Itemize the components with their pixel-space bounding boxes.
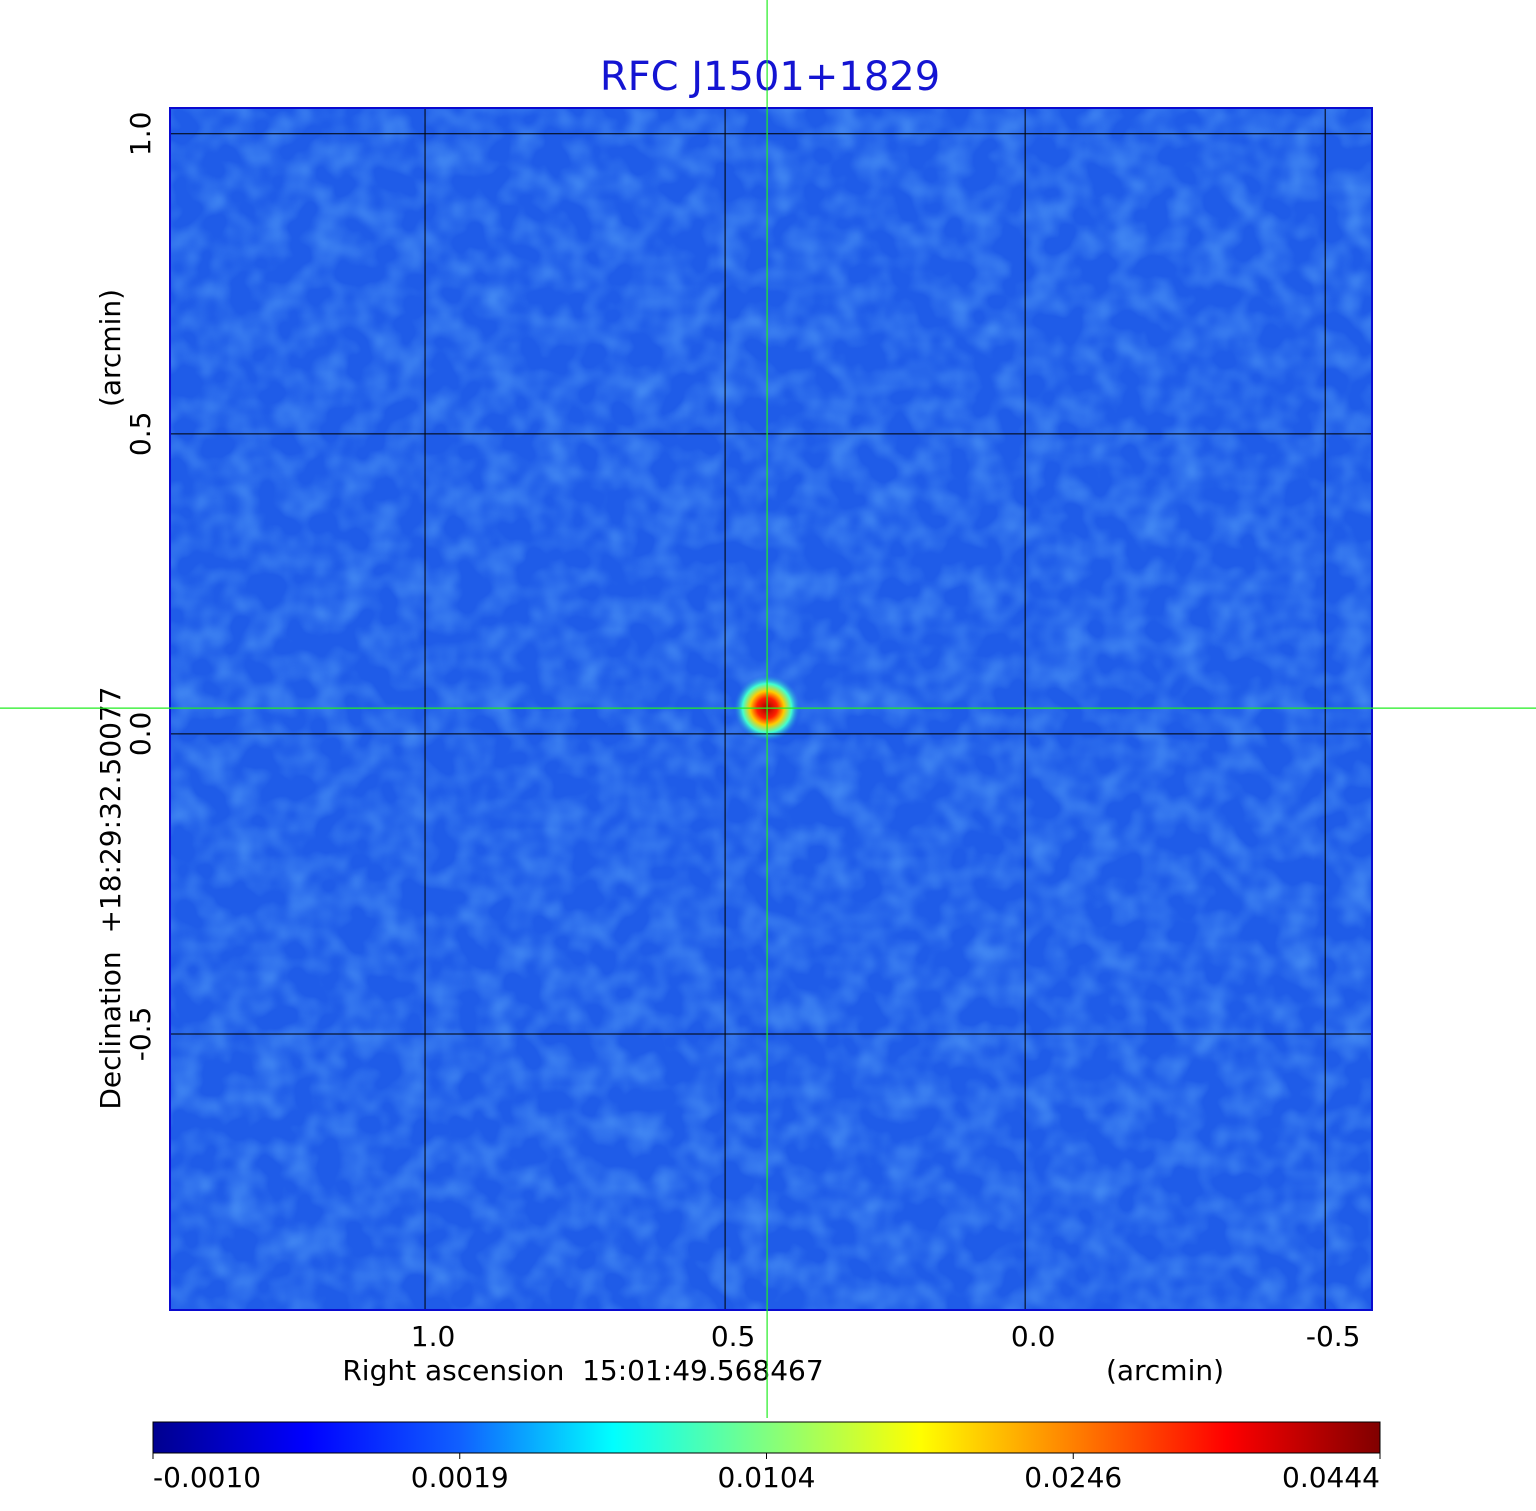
y-tick-label: 0.0 xyxy=(124,712,157,757)
colorbar-tick-label: 0.0104 xyxy=(718,1461,816,1494)
y-tick-label: 1.0 xyxy=(124,112,157,157)
x-tick-label: 0.5 xyxy=(711,1320,756,1353)
y-tick-label: 0.5 xyxy=(124,412,157,457)
colorbar-tick-label: 0.0246 xyxy=(1024,1461,1122,1494)
x-axis-label: Right ascension 15:01:49.568467 xyxy=(342,1354,823,1387)
x-axis-unit: (arcmin) xyxy=(1106,1354,1224,1387)
x-tick-label: 1.0 xyxy=(411,1320,456,1353)
x-tick-label: -0.5 xyxy=(1306,1320,1361,1353)
chart-title: RFC J1501+1829 xyxy=(600,54,940,100)
y-axis-unit: (arcmin) xyxy=(94,289,127,407)
x-tick-label: 0.0 xyxy=(1011,1320,1056,1353)
colorbar xyxy=(152,1421,1381,1454)
plot-border xyxy=(169,107,1373,1311)
colorbar-tick-label: -0.0010 xyxy=(153,1461,261,1494)
colorbar-tick-label: 0.0444 xyxy=(1282,1461,1380,1494)
y-axis-label: Declination +18:29:32.50077 xyxy=(94,686,127,1109)
y-tick-label: -0.5 xyxy=(124,1007,157,1062)
colorbar-tick-label: 0.0019 xyxy=(411,1461,509,1494)
